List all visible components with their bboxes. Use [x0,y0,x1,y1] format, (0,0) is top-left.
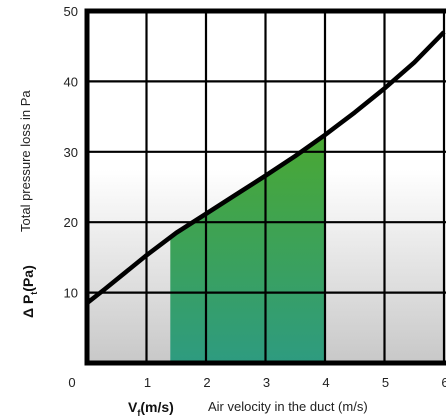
y-tick-label-30: 30 [64,145,78,160]
x-tick-label-3: 3 [263,375,270,390]
pressure-loss-line [87,30,446,307]
x-tick-label-1: 1 [144,375,151,390]
y-tick-label-40: 40 [64,74,78,89]
y-axis-symbol: Δ Pt(Pa) [20,265,39,318]
x-axis-label: Air velocity in the duct (m/s) [208,399,368,414]
shaded-region [170,134,325,363]
y-tick-label-10: 10 [64,286,78,301]
plot-frame [84,8,446,366]
x-tick-label-6: 6 [441,375,446,390]
y-axis-symbol-main: Δ P [20,294,36,318]
x-axis-symbol: Vf(m/s) [128,399,174,418]
y-tick-label-20: 20 [64,215,78,230]
y-axis-label: Total pressure loss in Pa [18,90,33,232]
y-axis-symbol-unit: (Pa) [20,265,36,292]
y-axis-symbol-sub: t [28,291,39,295]
x-tick-label-2: 2 [203,375,210,390]
y-tick-label-50: 50 [64,4,78,19]
x-axis-symbol-main: V [128,399,138,415]
x-tick-label-4: 4 [322,375,329,390]
x-tick-label-0: 0 [68,375,75,390]
x-axis-symbol-sub: f [137,407,141,418]
x-axis-symbol-unit: (m/s) [140,399,174,415]
x-tick-label-5: 5 [382,375,389,390]
